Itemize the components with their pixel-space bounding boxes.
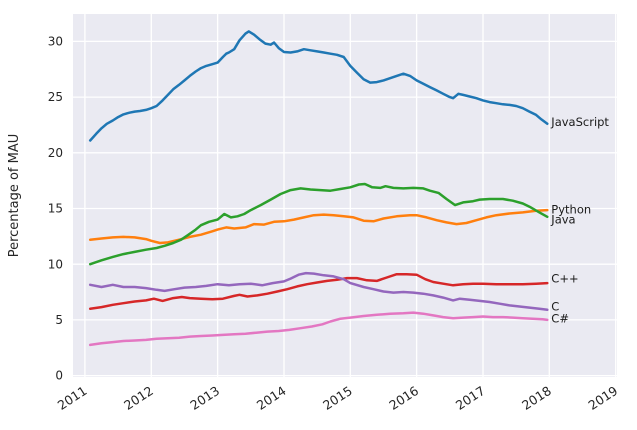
x-tick-label-2012: 2012 <box>121 383 156 413</box>
plot-background <box>73 14 617 377</box>
series-line-JavaScript <box>88 30 549 142</box>
y-tick-label-15: 15 <box>48 202 63 216</box>
series-lines-layer <box>88 30 549 347</box>
x-tick-label-2017: 2017 <box>453 383 488 413</box>
series-line-C++ <box>88 272 549 310</box>
series-line-Python <box>88 208 549 245</box>
series-label-JavaScript: JavaScript <box>550 115 609 129</box>
y-tick-label-10: 10 <box>48 257 63 271</box>
x-tick-label-2015: 2015 <box>320 383 355 413</box>
y-tick-label-0: 0 <box>55 369 63 383</box>
y-axis-title: Percentage of MAU <box>7 134 22 258</box>
series-label-C#: C# <box>551 312 569 326</box>
series-label-Python: Python <box>551 203 591 217</box>
plot-background-layer <box>73 14 617 377</box>
y-tick-label-5: 5 <box>55 313 63 327</box>
series-line-C <box>88 271 549 312</box>
x-tick-label-2016: 2016 <box>386 383 421 413</box>
x-tick-label-2011: 2011 <box>55 383 90 413</box>
series-line-Java <box>88 182 549 266</box>
x-tick-label-2019: 2019 <box>585 383 620 413</box>
y-tick-label-20: 20 <box>48 146 63 160</box>
series-line-C# <box>88 311 549 347</box>
series-label-C: C <box>551 299 559 313</box>
series-label-Java: Java <box>550 213 575 227</box>
x-tick-label-2018: 2018 <box>519 383 554 413</box>
series-label-C++: C++ <box>551 272 578 286</box>
y-tick-label-25: 25 <box>48 90 63 104</box>
x-tick-label-2014: 2014 <box>254 383 289 413</box>
y-tick-label-30: 30 <box>48 34 63 48</box>
x-tick-label-2013: 2013 <box>187 383 222 413</box>
